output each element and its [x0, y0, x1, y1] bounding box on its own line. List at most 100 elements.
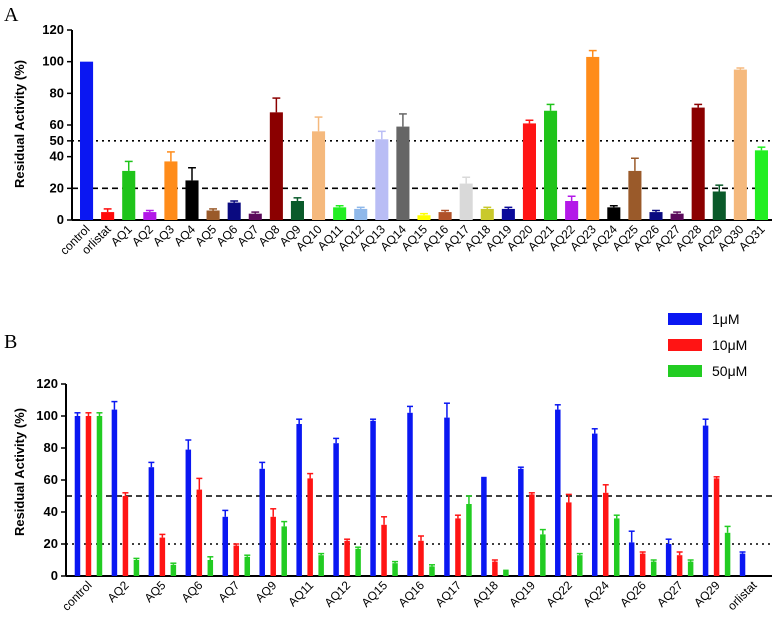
legend-swatch-1μM — [668, 313, 702, 325]
bar-AQ19 — [501, 208, 515, 220]
bar-AQ12 — [354, 208, 368, 220]
x-tick-label-a: AQ2 — [129, 222, 156, 249]
bar-AQ3 — [164, 161, 178, 220]
bar-AQ24-10μM — [602, 492, 609, 576]
bar-AQ5-1μM — [148, 467, 155, 576]
bar-AQ2-50μM — [133, 560, 140, 576]
y-tick-label-b: 0 — [51, 568, 58, 583]
x-tick-label-b: AQ9 — [252, 578, 279, 605]
bar-AQ1 — [122, 170, 136, 220]
x-tick-label-a: AQ6 — [213, 222, 240, 249]
x-tick-label-b: AQ27 — [654, 578, 686, 610]
x-tick-label-b: AQ2 — [105, 578, 132, 605]
legend: 1μM 10μM 50μM — [668, 311, 747, 379]
bar-AQ10 — [312, 131, 326, 220]
bar-AQ9 — [290, 201, 304, 220]
bar-orlistat-1μM — [739, 553, 746, 576]
y-tick-label-a: 50 — [50, 133, 64, 148]
bar-AQ15 — [417, 215, 431, 220]
bar-AQ16-50μM — [429, 566, 435, 576]
y-tick-label-a: 100 — [42, 54, 64, 69]
bar-AQ29 — [712, 191, 726, 220]
x-tick-label-b: AQ18 — [469, 578, 501, 610]
bar-control-10μM — [85, 416, 92, 576]
bar-AQ27-1μM — [665, 544, 672, 576]
x-tick-label-b: AQ15 — [359, 578, 391, 610]
x-tick-label-b: AQ7 — [216, 578, 243, 605]
y-tick-label-b: 100 — [36, 408, 58, 423]
bar-AQ26-10μM — [639, 553, 646, 576]
bar-AQ6-10μM — [196, 489, 203, 576]
bar-AQ27-50μM — [687, 561, 694, 576]
bar-control — [80, 61, 94, 220]
x-tick-label-a: AQ5 — [192, 222, 219, 249]
bar-AQ26-1μM — [628, 542, 635, 576]
bar-AQ29-50μM — [724, 532, 731, 576]
bar-AQ16-1μM — [407, 412, 413, 576]
y-tick-label-b: 120 — [36, 376, 58, 391]
bar-AQ26-50μM — [650, 561, 657, 576]
bar-AQ18-10μM — [492, 561, 498, 576]
panel-label-b: B — [4, 331, 17, 353]
legend-label: 1μM — [712, 311, 740, 327]
bar-AQ9-50μM — [281, 526, 287, 576]
bar-AQ22 — [565, 201, 579, 220]
x-tick-label-b: AQ19 — [506, 578, 538, 610]
bar-AQ9-10μM — [270, 516, 276, 576]
y-tick-label-a: 80 — [50, 85, 64, 100]
bar-AQ17-10μM — [455, 518, 461, 576]
bar-AQ15-10μM — [381, 524, 387, 576]
bar-AQ6 — [227, 202, 241, 220]
y-tick-label-a: 20 — [50, 180, 64, 195]
bar-AQ6-1μM — [185, 449, 192, 576]
x-tick-label-b: control — [59, 578, 94, 613]
x-tick-label-a: AQ3 — [150, 222, 177, 249]
bar-AQ27 — [670, 213, 684, 220]
bar-AQ20 — [522, 123, 536, 220]
bar-AQ23 — [586, 56, 600, 220]
bar-AQ19-1μM — [518, 468, 524, 576]
bar-AQ5-10μM — [159, 537, 166, 576]
x-tick-label-a: AQ7 — [235, 222, 262, 249]
bar-AQ6-50μM — [207, 560, 214, 576]
bar-AQ11-10μM — [307, 478, 313, 576]
x-tick-label-a: AQ1 — [108, 222, 135, 249]
legend-label: 10μM — [712, 337, 747, 353]
y-tick-label-a: 60 — [50, 117, 64, 132]
legend-label: 50μM — [712, 363, 747, 379]
bar-AQ14 — [396, 126, 410, 220]
x-tick-label-b: AQ17 — [432, 578, 464, 610]
bar-orlistat — [101, 212, 115, 220]
bar-AQ17-50μM — [466, 504, 472, 576]
bar-AQ22-10μM — [566, 502, 572, 576]
y-tick-label-a: 0 — [57, 212, 64, 227]
bar-AQ16-10μM — [418, 540, 424, 576]
bar-AQ30 — [733, 69, 747, 220]
bar-AQ15-50μM — [392, 563, 398, 576]
bar-AQ4 — [185, 180, 199, 220]
bar-AQ16 — [438, 212, 452, 220]
bar-AQ12-1μM — [333, 443, 339, 576]
bar-AQ2-1μM — [111, 409, 118, 576]
x-tick-label-b: AQ16 — [396, 578, 428, 610]
bar-AQ7-1μM — [222, 516, 229, 576]
bar-control-1μM — [74, 416, 81, 576]
bar-AQ17 — [459, 183, 473, 220]
x-tick-label-b: AQ26 — [617, 578, 649, 610]
y-axis-label-b: Residual Activity (%) — [12, 408, 27, 536]
bar-AQ27-10μM — [676, 555, 683, 576]
bar-AQ2 — [143, 212, 157, 220]
bar-AQ12-50μM — [355, 548, 361, 576]
y-tick-label-b: 20 — [44, 536, 58, 551]
x-tick-label-b: orlistat — [725, 578, 760, 613]
bar-AQ21 — [544, 110, 558, 220]
y-axis-label-a: Residual Activity (%) — [12, 60, 27, 188]
legend-swatch-50μM — [668, 365, 702, 377]
bar-AQ11-1μM — [296, 424, 302, 576]
bar-AQ19-50μM — [540, 534, 546, 576]
bar-AQ7-10μM — [233, 545, 240, 576]
bar-AQ29-10μM — [713, 478, 720, 576]
bar-AQ24-50μM — [613, 518, 620, 576]
bar-AQ7-50μM — [244, 556, 251, 576]
